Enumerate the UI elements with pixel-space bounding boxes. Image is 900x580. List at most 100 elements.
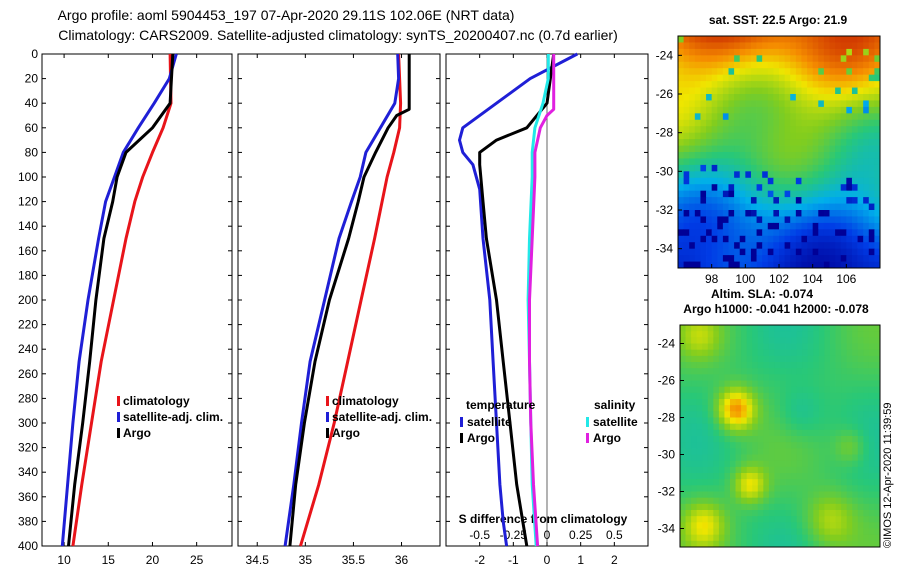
map-cell	[852, 436, 859, 443]
map-cell	[852, 485, 859, 492]
map-cell	[801, 119, 808, 127]
map-cell	[773, 164, 780, 172]
map-cell	[835, 106, 842, 114]
map-cell	[741, 362, 748, 369]
map-cell	[689, 210, 696, 217]
map-cell	[767, 132, 774, 140]
map-cell	[868, 466, 875, 474]
map-cell	[689, 132, 696, 140]
map-cell	[711, 87, 718, 95]
map-cell	[801, 152, 808, 159]
map-cell	[813, 429, 820, 437]
map-cell	[696, 337, 703, 344]
map-cell	[835, 448, 842, 455]
map-cell	[874, 94, 881, 101]
map-cell	[757, 399, 764, 406]
map-cell	[683, 74, 690, 82]
map-cell	[790, 94, 797, 101]
map-cell	[724, 497, 731, 505]
map-cell	[724, 337, 731, 344]
map-cell	[863, 503, 870, 511]
map-cell	[851, 248, 858, 256]
map-cell	[791, 325, 798, 332]
map-cell	[696, 503, 703, 511]
map-cell	[868, 411, 875, 418]
map-cell	[706, 210, 713, 217]
map-cell	[801, 216, 808, 224]
map-cell	[846, 42, 853, 50]
map-cell	[852, 473, 859, 480]
map-cell	[741, 497, 748, 505]
map-cell	[691, 399, 698, 406]
map-cell	[734, 132, 741, 140]
map-cell	[713, 423, 720, 431]
map-cell	[683, 177, 690, 185]
map-cell	[691, 380, 698, 388]
map-cell	[846, 479, 853, 486]
map-cell	[791, 331, 798, 338]
map-cell	[863, 106, 870, 114]
map-cell	[745, 197, 752, 204]
map-cell	[750, 126, 757, 134]
map-cell	[767, 68, 774, 76]
map-cell	[735, 411, 742, 418]
map-cell	[724, 380, 731, 388]
map-cell	[802, 510, 809, 517]
map-cell	[722, 94, 729, 101]
map-cell	[700, 184, 707, 192]
map-cell	[868, 460, 875, 468]
map-cell	[718, 479, 725, 486]
map-cell	[790, 42, 797, 50]
map-cell	[735, 423, 742, 431]
map-cell	[840, 184, 847, 192]
map-cell	[784, 197, 791, 204]
map-cell	[863, 242, 870, 250]
map-cell	[823, 158, 830, 166]
map-cell	[874, 61, 881, 69]
map-cell	[812, 235, 819, 243]
map-cell	[768, 405, 775, 412]
map-cell	[691, 362, 698, 369]
map-cell	[840, 261, 847, 269]
map-cell	[785, 497, 792, 505]
map-cell	[711, 197, 718, 204]
map-cell	[857, 152, 864, 159]
map-cell	[722, 261, 729, 269]
map-cell	[840, 242, 847, 250]
map-cell	[707, 343, 714, 351]
map-cell	[739, 184, 746, 192]
map-cell	[823, 177, 830, 185]
map-cell	[807, 171, 814, 179]
map-cell	[830, 540, 836, 548]
map-cell	[696, 491, 703, 499]
map-cell	[784, 139, 791, 146]
map-cell	[767, 171, 774, 179]
map-cell	[718, 540, 725, 548]
map-cell	[696, 497, 703, 505]
map-cell	[691, 503, 698, 511]
map-cell	[857, 229, 864, 237]
map-cell	[857, 503, 864, 511]
map-cell	[790, 119, 797, 127]
map-cell	[785, 423, 792, 431]
map-cell	[750, 203, 757, 211]
map-cell	[829, 210, 836, 217]
map-cell	[768, 423, 775, 431]
map-cell	[722, 235, 729, 243]
map-cell	[752, 331, 759, 338]
y-tick-label: 240	[18, 342, 38, 356]
map-cell	[750, 55, 757, 63]
map-cell	[780, 368, 786, 375]
map-cell	[730, 423, 736, 431]
map-cell	[846, 113, 853, 121]
map-cell	[700, 203, 707, 211]
map-cell	[685, 528, 692, 536]
map-cell	[830, 503, 836, 511]
map-cell	[824, 392, 831, 400]
map-cell	[841, 448, 848, 455]
map-cell	[756, 184, 763, 192]
map-cell	[857, 94, 864, 101]
map-cell	[780, 503, 786, 511]
map-cell	[746, 534, 753, 542]
map-cell	[846, 139, 853, 146]
